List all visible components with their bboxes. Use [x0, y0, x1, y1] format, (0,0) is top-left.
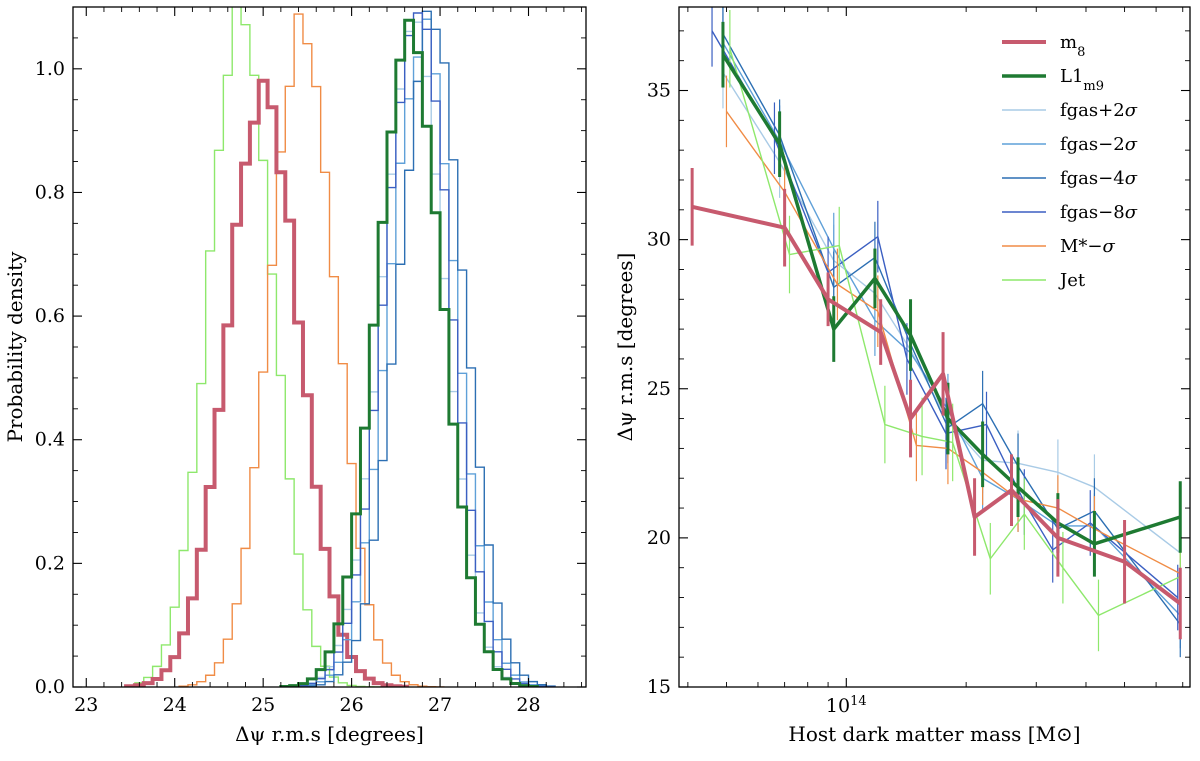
legend-item: fgas−2σ: [1002, 134, 1138, 155]
y-tick-label: 0.4: [35, 429, 65, 451]
x-tick-label: 23: [74, 694, 98, 716]
hist-M-: [178, 13, 445, 687]
legend-item: m8: [1002, 32, 1085, 60]
y-tick-label: 15: [647, 676, 671, 698]
hist-fgas-8-: [280, 12, 556, 687]
y-tick-label: 30: [647, 229, 671, 251]
x-tick-label: 1014: [826, 694, 867, 718]
hist-m8: [124, 78, 410, 687]
x-tick-label: 28: [516, 694, 540, 716]
hist-L1-m9: [279, 18, 539, 687]
hist-fgas-2-: [280, 21, 539, 687]
legend-label: Jet: [1058, 270, 1086, 291]
y-tick-label: 0.2: [35, 552, 65, 574]
hist-fgas-4-: [280, 10, 556, 687]
y-tick-label: 35: [647, 80, 671, 102]
legend-item: M*−σ: [1002, 236, 1116, 257]
series-line: [722, 42, 1181, 616]
legend-item: Jet: [1002, 270, 1086, 291]
series-M-: [725, 75, 1181, 607]
x-tick-label: 24: [163, 694, 187, 716]
x-tick-label: 25: [251, 694, 275, 716]
x-tick-label: 27: [428, 694, 452, 716]
x-tick-label: 26: [340, 694, 364, 716]
legend-item: fgas−8σ: [1002, 202, 1138, 223]
y-tick-label: 20: [647, 527, 671, 549]
legend-label: fgas+2σ: [1060, 100, 1138, 121]
series-line: [722, 33, 1181, 625]
legend-item: fgas−4σ: [1002, 168, 1138, 189]
histogram-plot-area: [124, 7, 556, 687]
legend-label: L1m9: [1060, 66, 1104, 94]
right-line-panel: 15 20 25 30 35 1014 Host dark matter mass [M⊙]…: [613, 6, 1191, 746]
y-tick-label: 0.0: [35, 676, 65, 698]
legend: m8 L1m9 fgas+2σ fgas−2σ fgas−4σ fgas−8σ M*−σ Je…: [1002, 32, 1138, 291]
series-line: [729, 48, 1181, 617]
series-m8: [690, 168, 1182, 640]
legend-item: L1m9: [1002, 66, 1104, 94]
x-axis-label: Δψ r.m.s [degrees]: [235, 722, 424, 746]
series-line: [721, 53, 1181, 546]
legend-label: m8: [1060, 32, 1085, 60]
y-axis-label: Δψ r.m.s [degrees]: [613, 253, 637, 442]
y-tick-label: 0.8: [35, 181, 65, 203]
legend-label: fgas−4σ: [1060, 168, 1138, 189]
left-histogram-panel: 23 24 25 26 27 28 0.0 0.2 0.4 0.6 0.8 1.0 Δψ r.m.s […: [3, 6, 587, 746]
right-axes-frame: [678, 6, 1191, 688]
y-tick-label: 25: [647, 378, 671, 400]
series-line: [691, 204, 1182, 606]
line-plot-area: [690, 7, 1182, 658]
x-axis-label: Host dark matter mass [M⊙]: [788, 722, 1080, 746]
legend-label: fgas−2σ: [1060, 134, 1138, 155]
legend-item: fgas+2σ: [1002, 100, 1138, 121]
legend-label: fgas−8σ: [1060, 202, 1138, 223]
y-tick-label: 1.0: [35, 58, 65, 80]
hist-Jet: [125, 7, 384, 687]
y-tick-label: 0.6: [35, 305, 65, 327]
legend-label: M*−σ: [1060, 236, 1116, 257]
y-axis-label: Probability density: [3, 251, 27, 443]
